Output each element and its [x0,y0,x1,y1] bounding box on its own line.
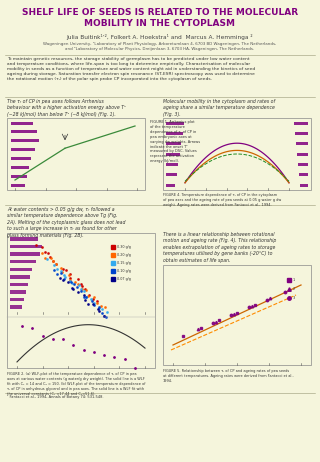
Text: 2: 2 [293,287,295,291]
Bar [11,183,25,187]
Bar [298,163,308,166]
Bar [11,122,33,124]
Text: ¹ Fantacci et al., 1994, Annals of Botany 74: 531-548.: ¹ Fantacci et al., 1994, Annals of Botan… [7,395,103,399]
Bar [166,142,181,145]
Bar [11,130,37,134]
Bar [10,305,22,309]
Bar [297,152,308,156]
Bar [10,290,26,294]
Bar [10,237,38,241]
Text: FIGURE 5. Relationship between τᵣ of CP and ageing rates of pea seeds
at differe: FIGURE 5. Relationship between τᵣ of CP … [163,369,294,383]
Bar [300,183,308,187]
Text: Wageningen University, ¹Laboratory of Plant Physiology, Arboretumlaan 4, 6703 BD: Wageningen University, ¹Laboratory of Pl… [43,42,277,51]
Bar [10,252,40,256]
Text: 1: 1 [293,278,295,282]
Bar [11,166,29,169]
Text: Molecular mobility in the cytoplasm and rates of
ageing share a similar temperat: Molecular mobility in the cytoplasm and … [163,99,275,117]
Bar [166,173,177,176]
Bar [296,142,308,145]
Text: FIGURE 4. Temperature dependence of τᵣ of CP in the cytoplasm
of pea axes and th: FIGURE 4. Temperature dependence of τᵣ o… [163,193,281,207]
Text: 0.15 g/g: 0.15 g/g [117,261,131,265]
Bar [11,139,39,142]
Text: Julia Buitink¹’², Folkert A. Hoekstra¹ and  Marcus A. Hemminga ²: Julia Buitink¹’², Folkert A. Hoekstra¹ a… [67,34,253,40]
Bar [10,260,36,263]
Bar [11,175,27,178]
Text: There is a linear relationship between rotational
motion and ageing rate (Fig. 4: There is a linear relationship between r… [163,232,276,262]
Text: FIGURE 2. (a) WLF-plot of the temperature dependence of τᵣ of CP in pea
axes at : FIGURE 2. (a) WLF-plot of the temperatur… [7,372,146,395]
Text: FIGURE 1. Arrhenius plot
of the temperature
dependence of τᵣ of CP in
pea embryo: FIGURE 1. Arrhenius plot of the temperat… [150,120,200,163]
Bar [11,157,31,160]
Bar [294,122,308,124]
Bar [10,245,42,248]
Bar [10,267,32,271]
Bar [10,283,28,286]
Text: SHELF LIFE OF SEEDS IS RELATED TO THE MOLECULAR
MOBILITY IN THE CYTOPLASM: SHELF LIFE OF SEEDS IS RELATED TO THE MO… [22,8,298,28]
Bar [10,275,30,279]
Bar [166,152,180,156]
Text: 0.20 g/g: 0.20 g/g [117,253,131,257]
Bar [166,122,184,124]
Text: At water contents > 0.05 g/g dw, τᵣ followed a
similar temperature dependence ab: At water contents > 0.05 g/g dw, τᵣ foll… [7,207,125,237]
Bar [163,118,311,190]
Text: 0.10 g/g: 0.10 g/g [117,269,131,273]
Text: 0.30 g/g: 0.30 g/g [117,245,131,249]
Bar [166,132,182,135]
Text: To maintain genetic resources, the storage stability of germplasm has to be pred: To maintain genetic resources, the stora… [7,57,255,81]
Bar [166,183,175,187]
Text: 0.07 g/g: 0.07 g/g [117,277,131,281]
Bar [7,118,145,190]
Bar [299,173,308,176]
Text: The τᵣ of CP in pea axes follows Arrhenius
behaviour with a higher activation en: The τᵣ of CP in pea axes follows Arrheni… [7,99,126,117]
Bar [163,265,311,365]
Bar [295,132,308,135]
Bar [11,148,35,151]
Text: 3: 3 [293,296,295,300]
Bar [10,298,24,301]
Bar [166,163,178,166]
Bar [7,233,155,368]
